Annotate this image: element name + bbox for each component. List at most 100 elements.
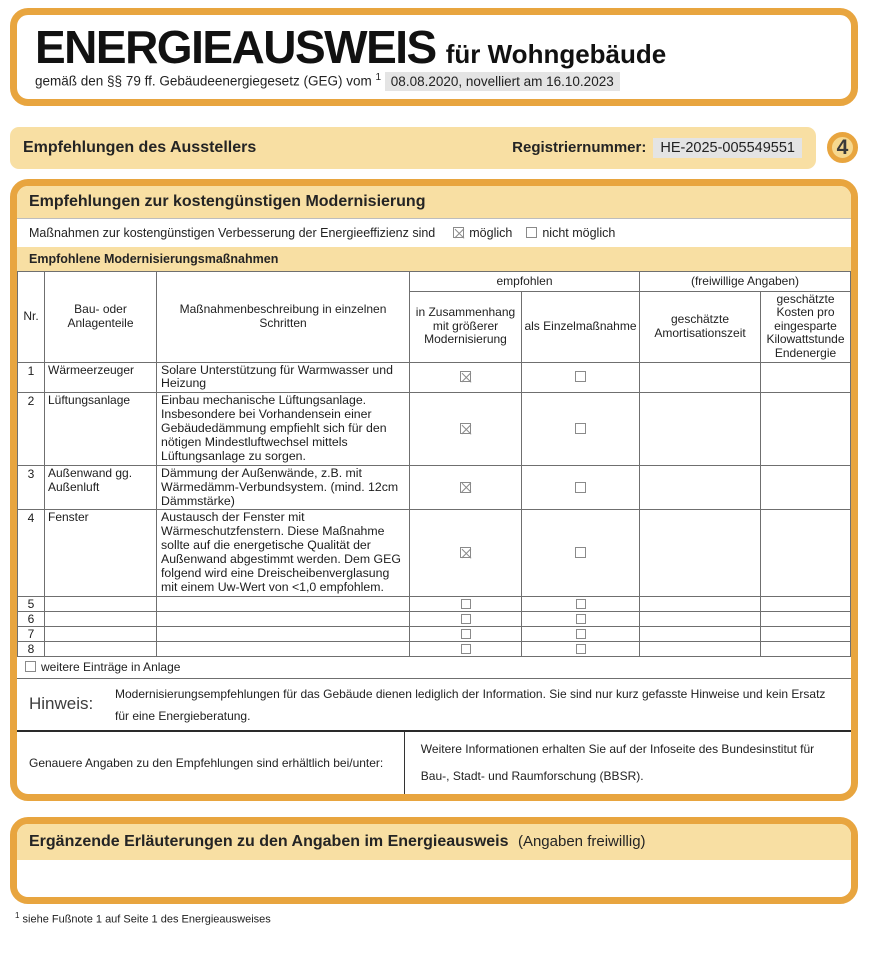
single-checkbox bbox=[575, 371, 586, 383]
combined-checkbox bbox=[460, 598, 471, 609]
row-component bbox=[44, 595, 157, 612]
single-checkbox-cell bbox=[520, 464, 641, 511]
recommendations-box-title: Empfehlungen zur kostengünstigen Moderni… bbox=[17, 185, 851, 219]
table-row: 7 bbox=[17, 625, 851, 642]
single-checkbox bbox=[575, 643, 586, 654]
single-checkbox-cell bbox=[520, 361, 641, 394]
not-possible-checkbox bbox=[526, 227, 538, 239]
registration-number: Registriernummer: HE-2025-005549551 bbox=[512, 137, 802, 158]
more-entries-label: weitere Einträge in Anlage bbox=[41, 659, 181, 674]
combined-checkbox-cell bbox=[409, 640, 522, 657]
section-bar-row: Empfehlungen des Ausstellers Registriern… bbox=[10, 126, 858, 169]
measures-table-head: Nr. Bau- oder Anlagenteile Maßnahmenbesc… bbox=[17, 270, 851, 363]
row-cost bbox=[760, 640, 851, 657]
row-number: 2 bbox=[17, 392, 45, 466]
single-checkbox-cell bbox=[520, 595, 641, 612]
row-component: Außenwand gg. Außenluft bbox=[44, 464, 157, 511]
column-header-part: Bau- oder Anlagenteile bbox=[44, 270, 157, 363]
combined-checkbox-cell bbox=[409, 595, 522, 612]
document-header-box: ENERGIEAUSWEIS für Wohngebäude gemäß den… bbox=[10, 8, 858, 106]
row-number: 8 bbox=[17, 640, 45, 657]
row-component bbox=[44, 610, 157, 627]
measures-table-body: 1 Wärmeerzeuger Solare Unterstützung für W… bbox=[17, 361, 851, 657]
table-row: 8 bbox=[17, 640, 851, 657]
row-amortization bbox=[639, 625, 762, 642]
supplementary-title-suffix: (Angaben freiwillig) bbox=[517, 833, 646, 851]
footnote-marker: 1 bbox=[15, 911, 20, 921]
combined-checkbox-cell bbox=[409, 610, 522, 627]
possible-checkbox bbox=[453, 227, 465, 239]
combined-checkbox bbox=[460, 371, 471, 383]
document-title-suffix: für Wohngebäude bbox=[445, 39, 667, 69]
details-info-text: Weitere Informationen erhalten Sie auf d… bbox=[420, 742, 815, 784]
measures-table: Nr. Bau- oder Anlagenteile Maßnahmenbesc… bbox=[17, 270, 851, 657]
single-checkbox-cell bbox=[520, 610, 641, 627]
single-checkbox bbox=[575, 628, 586, 639]
row-number: 4 bbox=[17, 509, 45, 597]
supplementary-box: Ergänzende Erläuterungen zu den Angaben … bbox=[10, 817, 858, 905]
single-checkbox bbox=[575, 481, 586, 493]
more-entries-checkbox bbox=[25, 661, 36, 673]
footnote-text: siehe Fußnote 1 auf Seite 1 des Energiea… bbox=[22, 913, 271, 926]
hint-text: Modernisierungsempfehlungen für das Gebä… bbox=[115, 686, 826, 723]
hint-label: Hinweis: bbox=[29, 693, 94, 713]
single-checkbox-cell bbox=[520, 509, 641, 597]
section-bar: Empfehlungen des Ausstellers Registriern… bbox=[10, 126, 816, 169]
single-checkbox bbox=[575, 547, 586, 559]
single-checkbox bbox=[575, 613, 586, 624]
title-row: ENERGIEAUSWEIS für Wohngebäude bbox=[35, 23, 835, 72]
row-number: 5 bbox=[17, 595, 45, 612]
law-reference-line: gemäß den §§ 79 ff. Gebäudeenergiegesetz… bbox=[35, 71, 835, 91]
row-cost bbox=[760, 464, 851, 511]
table-row: 2 Lüftungsanlage Einbau mechanische Lüftun… bbox=[17, 392, 851, 466]
row-description bbox=[156, 610, 410, 627]
combined-checkbox bbox=[460, 547, 471, 559]
row-description: Solare Unterstützung für Warmwasser und … bbox=[156, 361, 410, 394]
row-amortization bbox=[639, 509, 762, 597]
row-amortization bbox=[639, 392, 762, 466]
row-cost bbox=[760, 509, 851, 597]
table-row: 5 bbox=[17, 595, 851, 612]
table-sub-header-row: in Zusammenhang mit größerer Modernisier… bbox=[18, 290, 851, 363]
combined-checkbox-cell bbox=[409, 392, 522, 466]
column-header-cost: geschätzte Kosten pro eingesparte Kilowa… bbox=[760, 290, 851, 363]
row-amortization bbox=[639, 361, 762, 394]
group-header-recommended: empfohlen bbox=[408, 270, 641, 292]
row-description: Austausch der Fenster mit Wärmeschutzfen… bbox=[156, 509, 410, 597]
page-footnote: 1 siehe Fußnote 1 auf Seite 1 des Energi… bbox=[15, 911, 858, 926]
hint-row: Hinweis: Modernisierungsempfehlungen für… bbox=[17, 679, 851, 730]
details-row: Genauere Angaben zu den Empfehlungen sin… bbox=[17, 730, 851, 795]
single-checkbox-cell bbox=[520, 640, 641, 657]
group-header-voluntary: (freiwillige Angaben) bbox=[639, 270, 851, 292]
row-component bbox=[44, 625, 157, 642]
row-cost bbox=[760, 392, 851, 466]
combined-checkbox bbox=[460, 481, 471, 493]
row-component: Wärmeerzeuger bbox=[44, 361, 157, 394]
column-header-description: Maßnahmenbeschreibung in einzelnen Schri… bbox=[156, 270, 410, 363]
column-header-single: als Einzelmaßnahme bbox=[520, 290, 641, 363]
single-checkbox bbox=[575, 423, 586, 435]
row-number: 7 bbox=[17, 625, 45, 642]
row-amortization bbox=[639, 640, 762, 657]
details-source-label: Genauere Angaben zu den Empfehlungen sin… bbox=[17, 732, 405, 795]
supplementary-empty-field bbox=[17, 860, 851, 898]
measures-table-title: Empfohlene Modernisierungsmaßnahmen bbox=[17, 246, 851, 271]
row-amortization bbox=[639, 610, 762, 627]
column-header-combined: in Zusammenhang mit größerer Modernisier… bbox=[409, 290, 522, 363]
single-checkbox-cell bbox=[520, 625, 641, 642]
table-row: 3 Außenwand gg. Außenluft Dämmung der Auße… bbox=[17, 464, 851, 511]
column-header-amortization: geschätzte Amortisationszeit bbox=[639, 290, 762, 363]
single-checkbox-cell bbox=[520, 392, 641, 466]
row-cost bbox=[760, 595, 851, 612]
row-number: 3 bbox=[17, 464, 45, 511]
row-description: Dämmung der Außenwände, z.B. mit Wärmedä… bbox=[156, 464, 410, 511]
recommendations-box: Empfehlungen zur kostengünstigen Moderni… bbox=[10, 178, 858, 802]
measures-possible-row: Maßnahmen zur kostengünstigen Verbesseru… bbox=[17, 219, 851, 247]
row-description: Einbau mechanische Lüftungsanlage. Insbe… bbox=[156, 392, 410, 466]
combined-checkbox-cell bbox=[409, 625, 522, 642]
row-number: 1 bbox=[17, 361, 45, 394]
law-text: gemäß den §§ 79 ff. Gebäudeenergiegesetz… bbox=[35, 73, 372, 89]
row-description bbox=[156, 595, 410, 612]
registration-label: Registriernummer: bbox=[512, 139, 647, 157]
law-date-highlight: 08.08.2020, novelliert am 16.10.2023 bbox=[384, 71, 620, 91]
